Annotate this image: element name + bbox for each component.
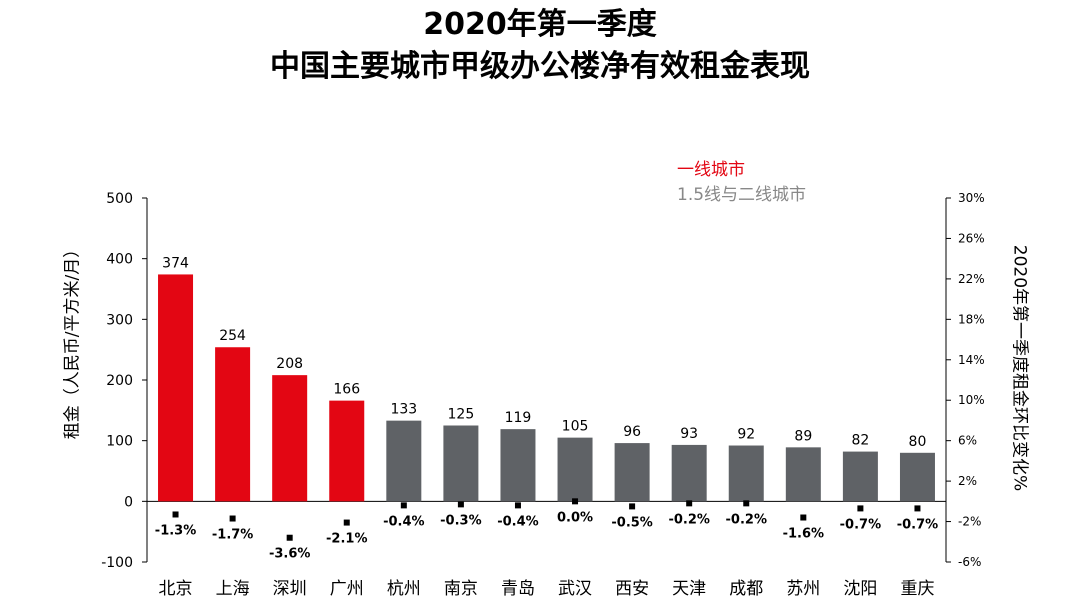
change-marker-6	[514, 502, 521, 509]
change-value-label: 0.0%	[557, 510, 593, 525]
change-marker-0	[172, 511, 179, 518]
bar-value-label: 96	[623, 424, 641, 440]
bar-value-label: 374	[162, 255, 189, 271]
x-tick-label: 杭州	[387, 579, 421, 599]
y-tick-label-left: 300	[106, 312, 133, 328]
change-marker-10	[743, 500, 750, 507]
change-marker-8	[629, 503, 636, 510]
change-value-label: -0.7%	[897, 517, 938, 532]
y-tick-label-left: 100	[106, 434, 133, 450]
y-tick-label-right: 6%	[958, 434, 977, 448]
change-value-label: -0.4%	[497, 514, 538, 529]
bar-6	[500, 429, 536, 502]
legend-second-tier: 1.5线与二线城市	[677, 185, 807, 205]
y-tick-label-left: 200	[106, 373, 133, 389]
y-tick-label-right: 2%	[958, 474, 977, 488]
change-value-label: -1.3%	[155, 523, 196, 538]
change-marker-12	[857, 505, 864, 512]
x-tick-label: 天津	[672, 579, 706, 599]
y-tick-label-right: 10%	[958, 393, 985, 407]
bar-0	[158, 274, 194, 502]
bar-1	[215, 347, 251, 502]
bar-value-label: 82	[851, 433, 869, 449]
change-marker-11	[800, 514, 807, 521]
y-tick-label-right: 26%	[958, 231, 985, 245]
change-value-label: -2.1%	[326, 532, 367, 547]
bar-value-label: 80	[909, 434, 927, 450]
x-tick-label: 苏州	[786, 579, 820, 599]
bar-value-label: 208	[276, 356, 303, 372]
x-tick-label: 武汉	[558, 579, 592, 599]
y-tick-label-left: 0	[124, 494, 133, 510]
y-tick-label-right: -6%	[958, 555, 981, 569]
x-tick-label: 深圳	[273, 579, 307, 599]
bar-12	[842, 451, 878, 502]
bar-13	[899, 452, 935, 502]
bar-value-label: 119	[505, 410, 532, 426]
bar-value-label: 125	[448, 407, 475, 423]
change-marker-3	[343, 519, 350, 526]
bar-value-label: 166	[333, 382, 360, 398]
change-marker-7	[572, 498, 579, 505]
y-tick-label-left: 500	[106, 191, 133, 207]
bar-11	[785, 447, 821, 502]
change-marker-1	[229, 515, 236, 522]
y-tick-label-right: 30%	[958, 191, 985, 205]
y-tick-label-left: -100	[101, 555, 133, 571]
change-value-label: -0.2%	[668, 512, 709, 527]
bar-4	[386, 420, 422, 502]
legend-first-tier: 一线城市	[677, 160, 745, 180]
bar-value-label: 89	[794, 428, 812, 444]
bar-3	[329, 400, 365, 502]
change-value-label: -1.7%	[212, 528, 253, 543]
bar-7	[557, 437, 593, 502]
change-value-label: -0.7%	[840, 517, 881, 532]
y-tick-label-left: 400	[106, 252, 133, 268]
x-tick-label: 沈阳	[843, 579, 877, 599]
bar-value-label: 93	[680, 426, 698, 442]
x-tick-label: 西安	[615, 579, 649, 599]
bar-value-label: 133	[390, 402, 417, 418]
change-value-label: -0.2%	[726, 512, 767, 527]
change-marker-9	[686, 500, 693, 507]
bar-value-label: 105	[562, 419, 589, 435]
y-tick-label-right: 14%	[958, 353, 985, 367]
chart-title-line2: 中国主要城市甲级办公楼净有效租金表现	[270, 49, 810, 84]
y-tick-label-right: 18%	[958, 312, 985, 326]
y-tick-label-right: -2%	[958, 515, 981, 529]
change-value-label: -0.4%	[383, 514, 424, 529]
change-value-label: -3.6%	[269, 547, 310, 562]
change-marker-13	[914, 505, 921, 512]
change-marker-4	[400, 502, 407, 509]
x-tick-label: 广州	[330, 579, 364, 599]
bar-9	[671, 444, 707, 502]
change-value-label: -1.6%	[783, 527, 824, 542]
x-tick-label: 青岛	[501, 579, 535, 599]
x-tick-label: 北京	[159, 579, 193, 599]
chart-title-line1: 2020年第一季度	[423, 7, 657, 42]
x-tick-label: 南京	[444, 579, 478, 599]
bar-8	[614, 443, 650, 502]
bar-value-label: 92	[737, 427, 755, 443]
y-tick-label-right: 22%	[958, 272, 985, 286]
x-tick-label: 上海	[216, 579, 250, 599]
bar-5	[443, 425, 479, 502]
change-marker-2	[286, 534, 293, 541]
change-marker-5	[457, 501, 464, 508]
bar-2	[272, 375, 308, 502]
x-tick-label: 重庆	[900, 579, 934, 599]
bar-value-label: 254	[219, 328, 246, 344]
bar-10	[728, 445, 764, 502]
change-value-label: -0.3%	[440, 513, 481, 528]
change-value-label: -0.5%	[611, 515, 652, 530]
x-tick-label: 成都	[729, 579, 763, 599]
